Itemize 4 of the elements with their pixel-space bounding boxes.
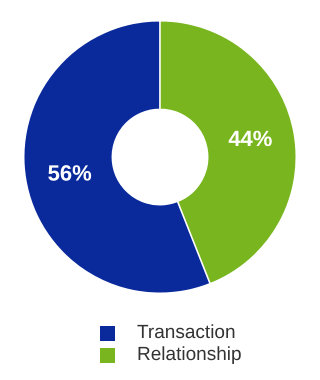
data-label: 56% [48,160,92,186]
legend-label: Relationship [137,344,242,366]
legend-label: Transaction [137,322,236,344]
data-label: 44% [228,126,272,151]
